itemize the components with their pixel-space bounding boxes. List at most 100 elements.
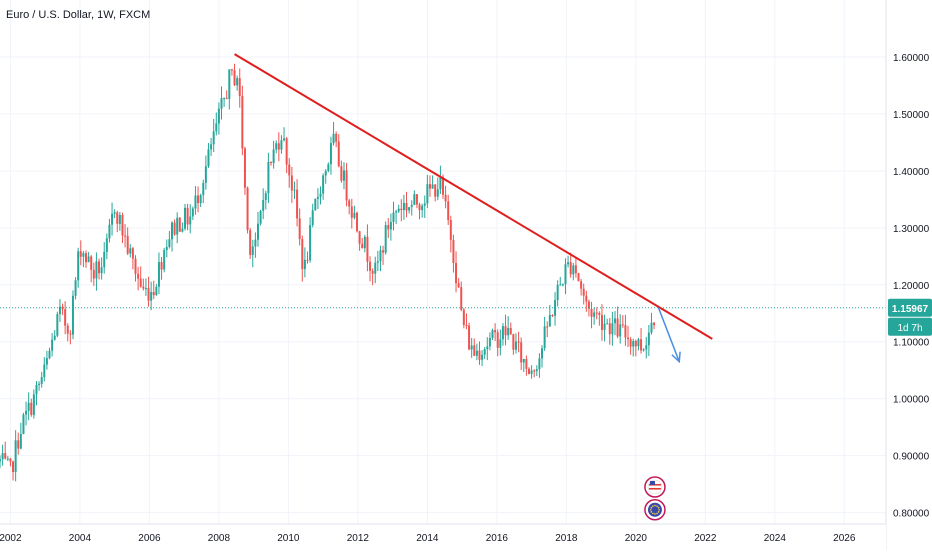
candle-body (523, 359, 525, 363)
candle-body (640, 339, 642, 350)
flag-star (651, 511, 653, 513)
candle-body (499, 339, 501, 348)
candle-body (510, 328, 512, 334)
time-axis-bg[interactable] (0, 524, 886, 550)
candle-body (9, 459, 11, 462)
candle-body (215, 123, 217, 131)
x-tick-label: 2022 (694, 533, 717, 544)
candle-body (38, 384, 40, 385)
annotations[interactable] (0, 54, 886, 520)
chart-area[interactable]: 0.80000 0.90000 1.00000 1.10000 1.20000 1.300… (0, 0, 932, 550)
candle-body (80, 251, 82, 256)
candle-body (306, 260, 308, 261)
symbol-title: Euro / U.S. Dollar, 1W, FXCM (6, 9, 150, 21)
candle-body (179, 218, 181, 232)
candle-body (432, 184, 434, 188)
candle-body (312, 210, 314, 225)
candle-body (124, 236, 126, 237)
candle-body (119, 215, 121, 224)
eu-flag-icon[interactable] (645, 500, 665, 520)
y-tick-label: 1.60000 (893, 53, 930, 64)
trendline (235, 54, 713, 339)
candle-body (366, 237, 368, 262)
candle-body (197, 196, 199, 204)
candle-body (64, 309, 66, 326)
candle-body (465, 325, 467, 326)
candle-body (127, 236, 129, 254)
candle-body (140, 279, 142, 287)
candle-body (343, 170, 345, 180)
candle-body (260, 211, 262, 224)
candle-body (458, 283, 460, 287)
candle-body (486, 346, 488, 349)
candle-body (267, 162, 269, 193)
candle-body (403, 203, 405, 210)
x-tick-label: 2012 (347, 533, 370, 544)
candle-body (564, 264, 566, 284)
candle-body (627, 338, 629, 340)
candle-body (247, 188, 249, 230)
candle-body (570, 262, 572, 274)
candle-body (153, 292, 155, 295)
candle-body (413, 194, 415, 205)
candle-body (210, 144, 212, 149)
candle-body (35, 385, 37, 394)
countdown-badge-value: 1d 7h (897, 323, 922, 334)
flag-star (658, 509, 660, 511)
candle-body (0, 459, 1, 461)
candle-body (361, 244, 363, 248)
candle-body (111, 214, 113, 225)
candle-body (244, 148, 246, 187)
candle-body (171, 223, 173, 240)
y-tick-label: 1.20000 (893, 281, 930, 292)
candle-body (567, 262, 569, 264)
candle-body (301, 239, 303, 269)
candle-body (635, 341, 637, 346)
candle-body (348, 200, 350, 206)
flag-star (658, 507, 660, 509)
candle-body (364, 237, 366, 248)
candle-body (333, 134, 335, 143)
candle-body (33, 394, 35, 415)
us-flag-icon[interactable] (645, 477, 665, 497)
candle-body (505, 326, 507, 335)
candle-body (283, 138, 285, 140)
candle-body (497, 332, 499, 348)
candle-body (4, 453, 6, 459)
candle-body (617, 318, 619, 336)
candle-body (69, 334, 71, 335)
x-tick-label: 2008 (208, 533, 231, 544)
candle-body (356, 213, 358, 231)
candle-body (158, 262, 160, 287)
candle-body (43, 365, 45, 377)
candle-body (231, 69, 233, 70)
y-tick-label: 0.80000 (893, 509, 930, 520)
price-axis-bg[interactable] (886, 0, 932, 550)
candle-body (377, 261, 379, 262)
candle-body (611, 323, 613, 334)
candle-body (583, 289, 585, 296)
candle-body (314, 199, 316, 210)
candle-body (325, 171, 327, 176)
candle-body (645, 345, 647, 349)
candle-body (398, 209, 400, 212)
candle-body (395, 211, 397, 212)
price-badge-value: 1.15967 (892, 304, 929, 315)
candle-body (103, 252, 105, 267)
projection-arrow-line (658, 308, 679, 362)
candle-body (630, 339, 632, 346)
candle-body (578, 273, 580, 281)
price-chart[interactable]: 0.800000.900001.000001.100001.200001.300… (0, 0, 932, 550)
candle-body (114, 212, 116, 213)
candle-body (512, 334, 514, 350)
candle-body (262, 200, 264, 211)
candle-body (20, 434, 22, 449)
candle-body (335, 134, 337, 142)
candle-body (562, 284, 564, 285)
candle-body (77, 251, 79, 280)
candle-body (637, 339, 639, 346)
candle-body (252, 247, 254, 255)
candle-body (390, 222, 392, 229)
candle-body (353, 213, 355, 218)
candle-body (254, 240, 256, 247)
